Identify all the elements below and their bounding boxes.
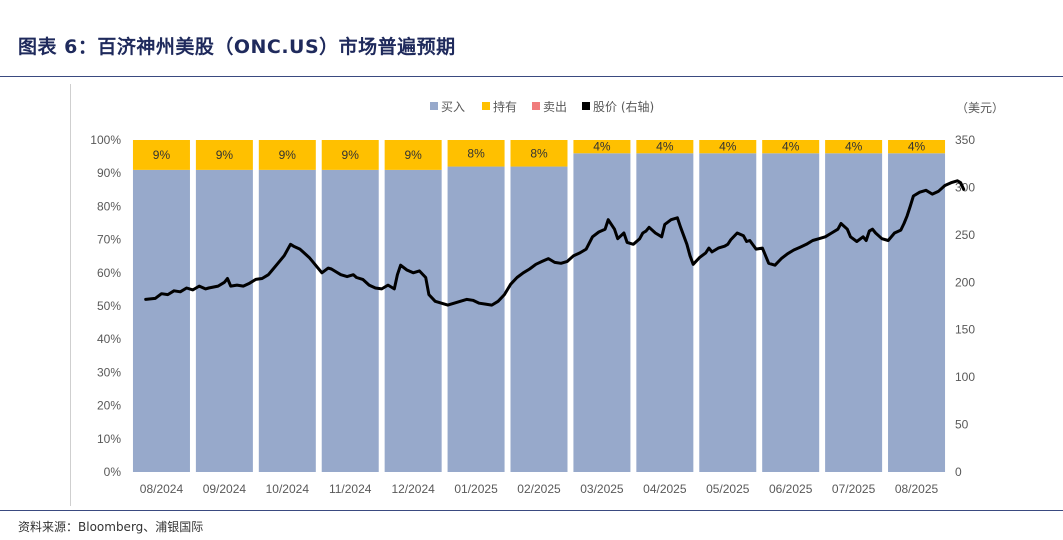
bar-labels: 9% 9% 9% 9% 9% 8% 8% 4% 4% 4% 4% 4% 4% bbox=[153, 140, 926, 162]
x-tick-label: 07/2025 bbox=[832, 482, 876, 496]
price-line-group bbox=[144, 179, 966, 307]
legend-sell-label: 卖出 bbox=[543, 100, 567, 114]
x-tick-label: 08/2024 bbox=[140, 482, 184, 496]
hold-data-label: 4% bbox=[908, 140, 926, 154]
left-axis-ticks: 0% 10% 20% 30% 40% 50% 60% 70% 80% 90% 100% bbox=[90, 133, 121, 479]
bar-buy-segment bbox=[258, 169, 316, 472]
legend: 买入 持有 卖出 股价 (右轴) bbox=[430, 99, 654, 114]
left-tick-label: 30% bbox=[97, 365, 121, 379]
bar-buy-segment bbox=[636, 153, 694, 472]
bar-buy-segment bbox=[384, 169, 442, 472]
legend-hold-label: 持有 bbox=[493, 99, 517, 114]
hold-data-label: 9% bbox=[216, 148, 234, 162]
top-divider bbox=[0, 76, 1063, 77]
bar-buy-segment bbox=[573, 153, 631, 472]
bar-buy-segment bbox=[195, 169, 253, 472]
x-tick-label: 11/2024 bbox=[329, 482, 372, 496]
chart-title: 图表 6：百济神州美股（ONC.US）市场普遍预期 bbox=[18, 36, 456, 58]
left-tick-label: 100% bbox=[90, 133, 121, 147]
x-tick-label: 01/2025 bbox=[454, 482, 498, 496]
x-tick-label: 12/2024 bbox=[391, 482, 435, 496]
right-tick-label: 0 bbox=[955, 465, 962, 479]
left-tick-label: 0% bbox=[104, 465, 122, 479]
x-tick-label: 05/2025 bbox=[706, 482, 750, 496]
x-tick-label: 09/2024 bbox=[203, 482, 247, 496]
right-tick-label: 250 bbox=[955, 228, 975, 242]
hold-data-label: 4% bbox=[593, 140, 611, 154]
hold-data-label: 4% bbox=[719, 140, 737, 154]
x-tick-label: 02/2025 bbox=[517, 482, 561, 496]
bar-hold-segment bbox=[258, 140, 316, 170]
right-tick-label: 350 bbox=[955, 133, 975, 147]
right-tick-label: 150 bbox=[955, 323, 975, 337]
left-tick-label: 40% bbox=[97, 332, 121, 346]
bar-hold-segment bbox=[762, 140, 820, 154]
hold-data-label: 4% bbox=[782, 140, 800, 154]
bar-buy-segment bbox=[699, 153, 757, 472]
bar-hold-segment bbox=[825, 140, 883, 154]
left-tick-label: 90% bbox=[97, 166, 121, 180]
left-tick-label: 70% bbox=[97, 233, 121, 247]
left-tick-label: 80% bbox=[97, 199, 121, 213]
legend-buy-swatch bbox=[430, 102, 438, 110]
right-tick-label: 100 bbox=[955, 370, 975, 384]
x-tick-label: 03/2025 bbox=[580, 482, 624, 496]
price-line bbox=[144, 179, 966, 307]
plot-frame-line bbox=[70, 84, 71, 506]
hold-data-label: 4% bbox=[656, 140, 674, 154]
bar-hold-segment bbox=[321, 140, 379, 170]
bar-buy-segment bbox=[510, 166, 568, 472]
bar-buy-segment bbox=[888, 153, 946, 472]
hold-data-label: 4% bbox=[845, 140, 863, 154]
hold-data-label: 9% bbox=[153, 148, 171, 162]
left-tick-label: 50% bbox=[97, 299, 121, 313]
bar-hold-segment bbox=[447, 140, 505, 167]
legend-price-label: 股价 (右轴) bbox=[593, 99, 654, 114]
right-tick-label: 200 bbox=[955, 275, 975, 289]
left-tick-label: 60% bbox=[97, 266, 121, 280]
bar-buy-segment bbox=[132, 169, 190, 472]
bar-buy-segment bbox=[321, 169, 379, 472]
bottom-divider bbox=[0, 510, 1063, 511]
left-tick-label: 20% bbox=[97, 399, 121, 413]
hold-data-label: 8% bbox=[530, 146, 548, 160]
x-tick-label: 06/2025 bbox=[769, 482, 813, 496]
bar-hold-segment bbox=[510, 140, 568, 167]
left-tick-label: 10% bbox=[97, 432, 121, 446]
x-tick-label: 08/2025 bbox=[895, 482, 939, 496]
legend-hold-swatch bbox=[482, 102, 490, 110]
bar-hold-segment bbox=[636, 140, 694, 154]
bar-buy-segment bbox=[447, 166, 505, 472]
x-tick-label: 04/2025 bbox=[643, 482, 687, 496]
bar-hold-segment bbox=[384, 140, 442, 170]
right-tick-label: 50 bbox=[955, 418, 969, 432]
bar-hold-segment bbox=[699, 140, 757, 154]
bar-hold-segment bbox=[573, 140, 631, 154]
legend-sell-swatch bbox=[532, 102, 540, 110]
hold-data-label: 9% bbox=[404, 148, 422, 162]
hold-data-label: 9% bbox=[342, 148, 360, 162]
right-axis-unit: （美元） bbox=[956, 101, 1004, 115]
legend-buy-label: 买入 bbox=[441, 100, 465, 114]
legend-price-swatch bbox=[582, 102, 590, 110]
bar-buy-segment bbox=[762, 153, 820, 472]
bar-hold-segment bbox=[195, 140, 253, 170]
source-note: 资料来源：Bloomberg、浦银国际 bbox=[18, 520, 204, 534]
hold-data-label: 9% bbox=[279, 148, 297, 162]
bars bbox=[132, 140, 946, 472]
x-tick-label: 10/2024 bbox=[266, 482, 310, 496]
bar-hold-segment bbox=[888, 140, 946, 154]
bar-buy-segment bbox=[825, 153, 883, 472]
bar-hold-segment bbox=[132, 140, 190, 170]
x-axis-ticks: 08/2024 09/2024 10/2024 11/2024 12/2024 01/20… bbox=[140, 482, 939, 496]
hold-data-label: 8% bbox=[467, 146, 485, 160]
